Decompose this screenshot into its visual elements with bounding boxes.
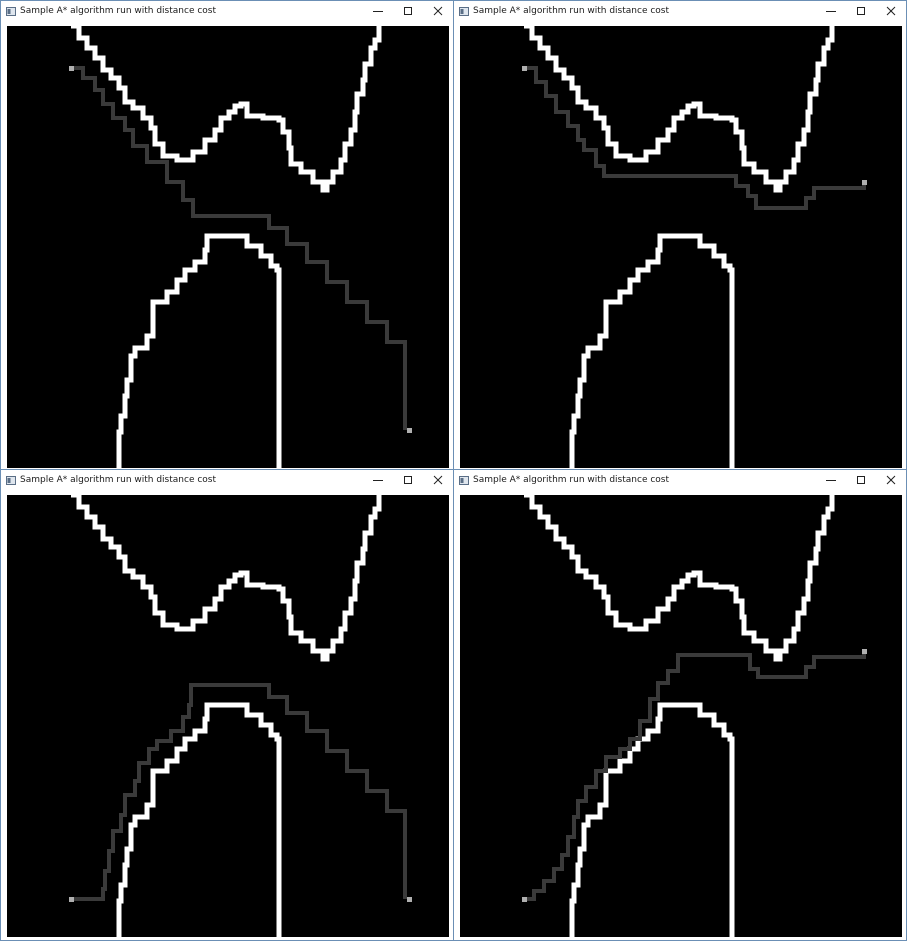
close-icon (886, 6, 896, 16)
app-window-icon (459, 6, 469, 16)
close-button[interactable] (876, 1, 906, 21)
astar-grid-canvas[interactable] (7, 495, 449, 937)
window-title: Sample A* algorithm run with distance co… (20, 6, 217, 16)
minimize-icon (373, 11, 383, 12)
minimize-button[interactable] (816, 1, 846, 21)
close-icon (433, 6, 443, 16)
maximize-icon (404, 7, 412, 15)
wall-lower (116, 702, 282, 937)
app-window-icon (6, 6, 16, 16)
minimize-icon (826, 480, 836, 481)
maximize-icon (404, 476, 412, 484)
window-title: Sample A* algorithm run with distance co… (20, 475, 217, 485)
start-point (69, 897, 74, 902)
app-window-icon (6, 475, 16, 485)
minimize-button[interactable] (816, 470, 846, 490)
astar-path (71, 683, 407, 901)
maximize-button[interactable] (393, 1, 423, 21)
close-icon (433, 475, 443, 485)
start-point (522, 897, 527, 902)
window-title: Sample A* algorithm run with distance co… (473, 6, 670, 16)
goal-point (862, 649, 867, 654)
title-bar[interactable]: Sample A* algorithm run with distance co… (1, 470, 453, 490)
window-title: Sample A* algorithm run with distance co… (473, 475, 670, 485)
start-point (69, 66, 74, 71)
close-icon (886, 475, 896, 485)
close-button[interactable] (423, 1, 453, 21)
maximize-icon (857, 476, 865, 484)
goal-point (862, 180, 867, 185)
maximize-button[interactable] (846, 470, 876, 490)
grid-svg (69, 495, 412, 937)
goal-point (407, 897, 412, 902)
window-bottom-right[interactable]: Sample A* algorithm run with distance co… (453, 469, 907, 941)
grid-svg (522, 26, 867, 468)
wall-upper (524, 495, 835, 662)
astar-path (524, 653, 866, 901)
grid-svg (522, 495, 867, 937)
wall-lower (116, 233, 282, 468)
astar-grid-canvas[interactable] (460, 495, 902, 937)
window-top-right[interactable]: Sample A* algorithm run with distance co… (453, 0, 907, 470)
title-bar[interactable]: Sample A* algorithm run with distance co… (454, 1, 906, 21)
maximize-button[interactable] (846, 1, 876, 21)
astar-path (71, 66, 407, 430)
wall-lower (569, 233, 735, 468)
minimize-icon (826, 11, 836, 12)
wall-upper (71, 495, 382, 662)
title-bar[interactable]: Sample A* algorithm run with distance co… (1, 1, 453, 21)
start-point (522, 66, 527, 71)
goal-point (407, 428, 412, 433)
minimize-icon (373, 480, 383, 481)
minimize-button[interactable] (363, 470, 393, 490)
wall-lower (569, 702, 735, 937)
title-bar[interactable]: Sample A* algorithm run with distance co… (454, 470, 906, 490)
window-bottom-left[interactable]: Sample A* algorithm run with distance co… (0, 469, 454, 941)
minimize-button[interactable] (363, 1, 393, 21)
window-top-left[interactable]: Sample A* algorithm run with distance co… (0, 0, 454, 470)
maximize-icon (857, 7, 865, 15)
wall-upper (524, 26, 835, 193)
maximize-button[interactable] (393, 470, 423, 490)
close-button[interactable] (876, 470, 906, 490)
astar-grid-canvas[interactable] (7, 26, 449, 468)
close-button[interactable] (423, 470, 453, 490)
astar-grid-canvas[interactable] (460, 26, 902, 468)
astar-path (524, 66, 866, 210)
wall-upper (71, 26, 382, 193)
grid-svg (69, 26, 412, 468)
app-window-icon (459, 475, 469, 485)
